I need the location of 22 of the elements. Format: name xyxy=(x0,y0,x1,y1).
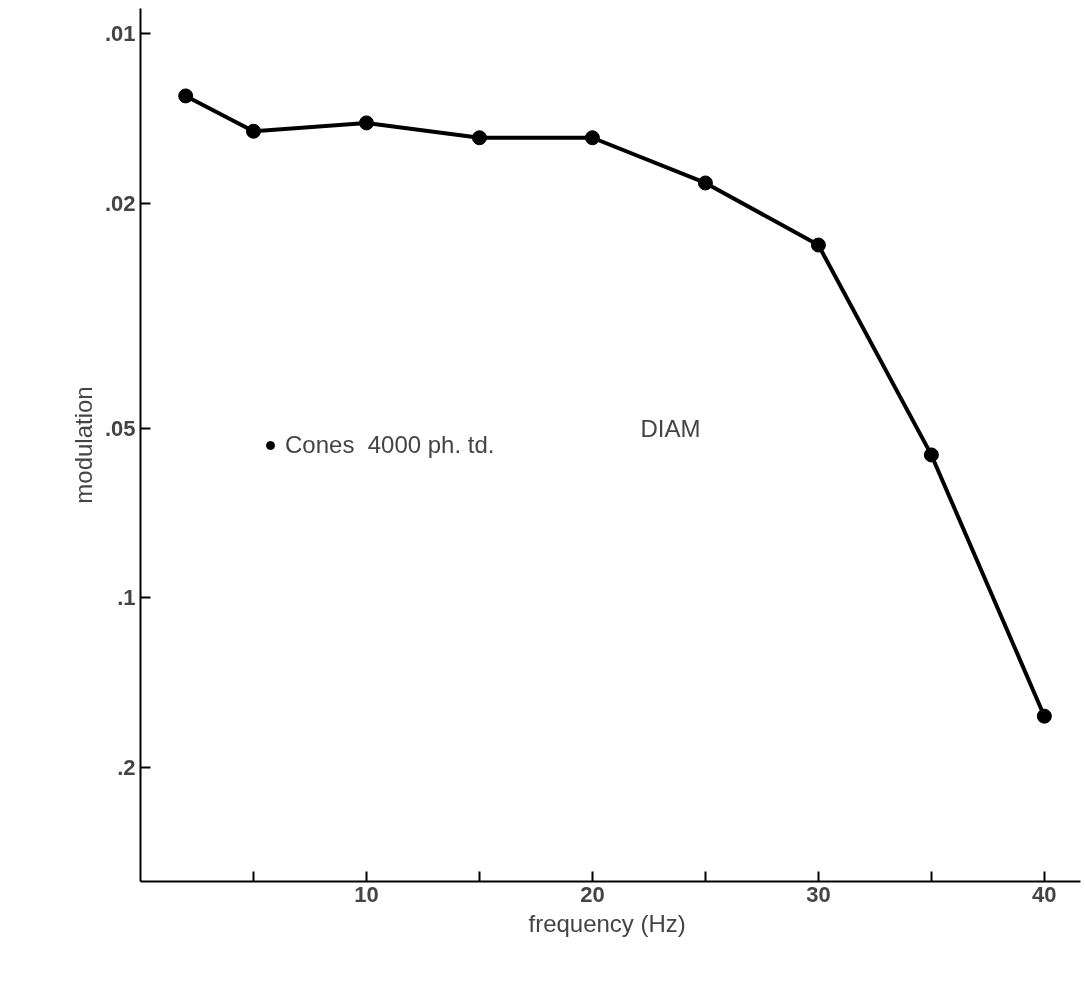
annotation: DIAM xyxy=(640,414,701,442)
y-tick-label: .2 xyxy=(117,755,136,781)
y-tick-label: .02 xyxy=(104,190,136,216)
y-axis-title: modulation xyxy=(69,386,97,504)
point xyxy=(584,130,600,146)
x-axis-title: frequency (Hz) xyxy=(528,909,686,937)
point xyxy=(358,115,374,131)
point xyxy=(697,175,713,191)
point xyxy=(810,237,826,253)
legend-label: Cones 4000 ph. td. xyxy=(285,430,495,459)
x-tick-label: 40 xyxy=(1032,881,1057,907)
y-tick-label: .1 xyxy=(117,585,136,611)
x-tick-label: 20 xyxy=(580,881,605,907)
point xyxy=(923,447,939,463)
point xyxy=(178,88,194,104)
point xyxy=(1036,708,1052,724)
x-tick-label: 10 xyxy=(354,881,379,907)
point xyxy=(471,130,487,146)
point xyxy=(245,123,261,139)
y-tick-label: .01 xyxy=(104,21,136,47)
x-tick-label: 30 xyxy=(806,881,831,907)
y-tick-label: .05 xyxy=(104,415,136,441)
